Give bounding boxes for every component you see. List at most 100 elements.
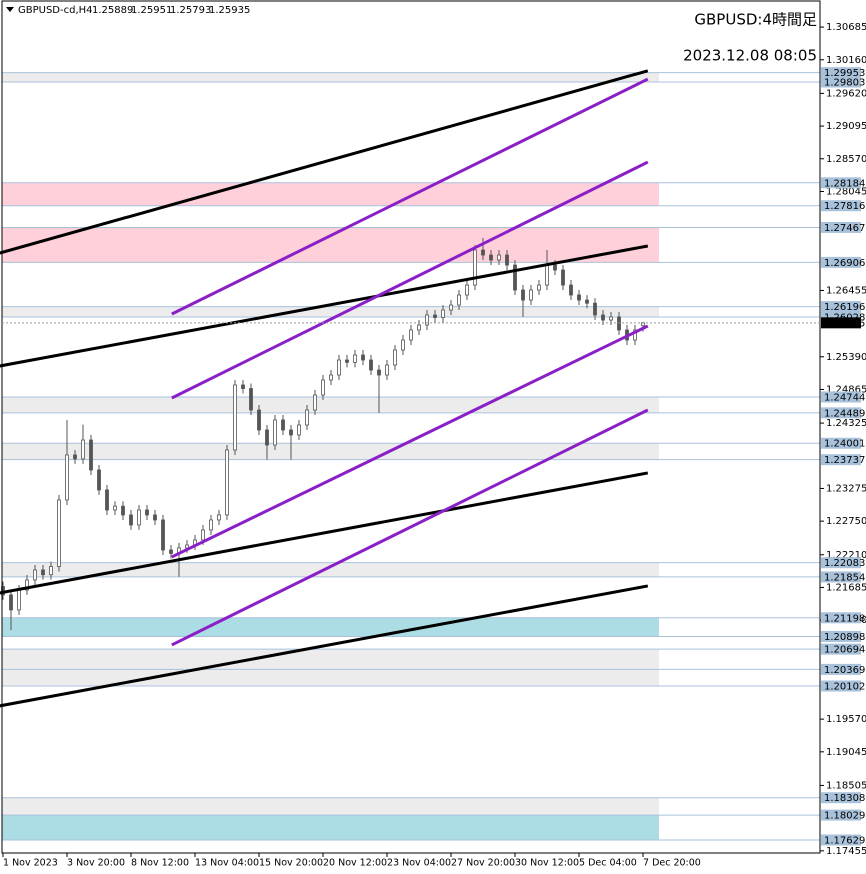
level-label-box — [821, 612, 861, 624]
trendline — [0, 584, 649, 708]
candle-body — [265, 429, 269, 446]
candle-body — [153, 514, 157, 521]
candle-body — [41, 569, 45, 576]
y-tick-label: 1.19570 — [826, 714, 866, 725]
level-label-box — [821, 454, 861, 466]
level-label: 1.26906 — [824, 258, 865, 269]
level-label-box — [821, 571, 861, 583]
plot-border — [1, 0, 821, 854]
candle-body — [9, 594, 13, 611]
level-label: 1.26196 — [824, 302, 865, 313]
level-label: 1.29803 — [824, 78, 865, 89]
candle-body — [113, 505, 117, 511]
level-label-box — [821, 630, 861, 642]
header-low: 1.25793 — [170, 5, 211, 16]
candle-body — [417, 324, 421, 331]
candle-body — [129, 514, 133, 526]
level-label: 1.18029 — [824, 811, 865, 822]
level-label-box — [821, 643, 861, 655]
candle-body — [561, 269, 565, 286]
level-label: 1.20102 — [824, 682, 865, 693]
candle-body — [241, 384, 245, 389]
candle-body — [545, 264, 549, 286]
level-label-box — [821, 76, 861, 88]
level-label-box — [821, 680, 861, 692]
candle-body — [17, 589, 21, 611]
candle-body — [425, 314, 429, 326]
level-label: 1.23737 — [824, 455, 865, 466]
y-tick-label: 1.24325 — [826, 418, 866, 429]
candle-body — [481, 249, 485, 256]
candle-body — [593, 302, 597, 316]
candle-body — [297, 424, 301, 436]
candle-body — [609, 316, 613, 321]
candle-body — [457, 294, 461, 306]
zone — [2, 815, 659, 840]
candle-body — [353, 354, 357, 363]
y-tick-label: 1.17455 — [826, 846, 866, 857]
trendline — [171, 408, 649, 647]
candle-body — [121, 505, 125, 516]
candle-body — [489, 254, 493, 261]
x-tick-label: 7 Dec 20:00 — [643, 858, 701, 869]
level-label-box — [821, 834, 861, 846]
candle-body — [305, 409, 309, 426]
candle-body — [345, 359, 349, 363]
header-close: 1.25935 — [209, 5, 250, 16]
candle-body — [617, 316, 621, 331]
x-tick-label: 15 Nov 20:00 — [259, 858, 323, 869]
candle-body — [25, 579, 29, 591]
zone — [2, 306, 659, 318]
candle-body — [497, 254, 501, 261]
y-tick-label: 1.29620 — [826, 88, 866, 99]
level-label-box — [821, 792, 861, 804]
level-label-box — [821, 177, 861, 189]
candle-body — [105, 489, 109, 511]
y-tick-label: 1.28570 — [826, 154, 866, 165]
x-tick-label: 5 Dec 04:00 — [579, 858, 637, 869]
candle-body — [217, 514, 221, 521]
candle-body — [49, 566, 53, 576]
trendlines — [0, 69, 649, 708]
zone — [2, 669, 659, 687]
y-tick-label: 1.30160 — [826, 55, 866, 66]
trendline — [171, 324, 649, 559]
level-label: 1.20898 — [824, 632, 865, 643]
candle-body — [513, 264, 517, 291]
level-label: 1.21198 — [824, 613, 865, 624]
levels — [2, 72, 820, 841]
zone — [2, 797, 659, 816]
candle-body — [289, 429, 293, 436]
zone — [2, 72, 659, 83]
candle-body — [313, 394, 317, 411]
candle-body — [401, 339, 405, 351]
candle-body — [257, 409, 261, 431]
level-label: 1.20369 — [824, 665, 865, 676]
level-label-box — [821, 301, 861, 313]
x-tick-label: 20 Nov 12:00 — [323, 858, 387, 869]
candle-body — [409, 329, 413, 341]
candle-body — [385, 364, 389, 376]
candle-body — [529, 289, 533, 301]
level-label: 1.21854 — [824, 572, 865, 583]
level-label-box — [821, 67, 861, 79]
y-tick-label: 1.23275 — [826, 483, 866, 494]
y-tick-label: 1.28045 — [826, 186, 866, 197]
level-label-box — [821, 221, 861, 233]
candle-body — [145, 509, 149, 516]
level-label: 1.24489 — [824, 408, 865, 419]
zone — [2, 227, 659, 263]
current-price-box — [821, 317, 861, 329]
candle-body — [465, 284, 469, 296]
candle-body — [377, 369, 381, 376]
candle-body — [225, 449, 229, 516]
trendline — [171, 160, 649, 400]
candle-body — [361, 354, 365, 361]
candle-body — [433, 314, 437, 318]
candle-body — [281, 419, 285, 431]
candle-body — [209, 519, 213, 531]
level-label: 1.24744 — [824, 392, 865, 403]
candle-body — [633, 329, 637, 341]
candle-body — [577, 294, 581, 301]
